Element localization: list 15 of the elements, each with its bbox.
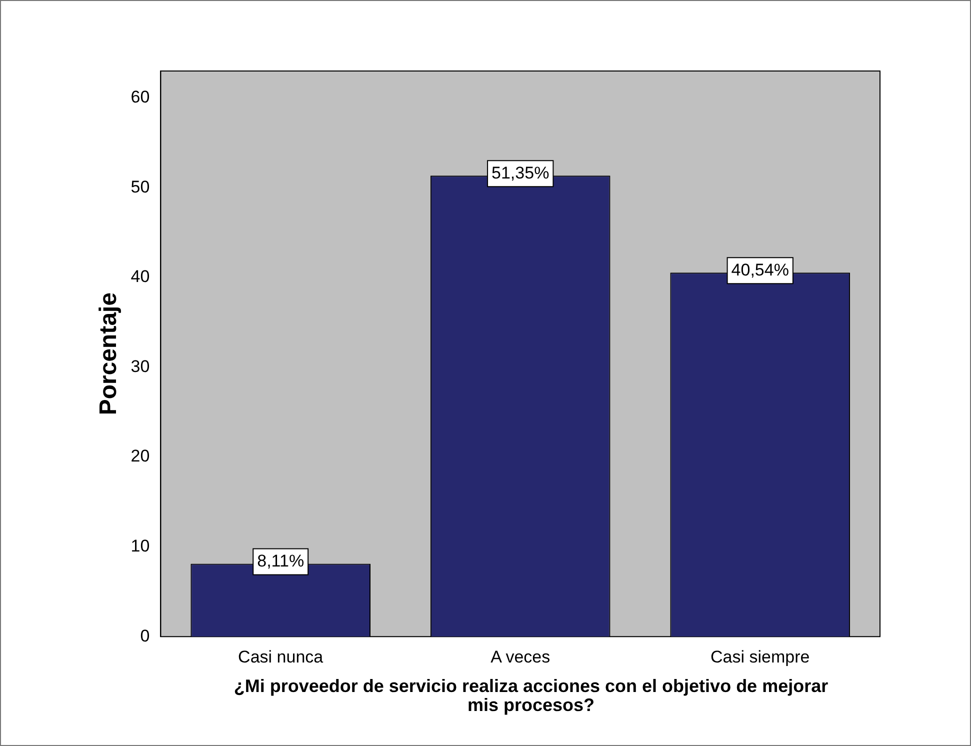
data-label: 51,35% — [492, 163, 550, 182]
y-tick-label: 60 — [130, 88, 150, 107]
x-tick-label: Casi nunca — [238, 647, 324, 666]
x-axis-title: ¿Mi proveedor de servicio realiza acciones con el objetivo de mejorar mis procesos? — [232, 676, 830, 715]
y-tick-label: 20 — [130, 446, 150, 466]
data-label: 8,11% — [257, 551, 304, 570]
x-tick-label: Casi siempre — [710, 647, 810, 666]
y-tick-label: 10 — [130, 536, 150, 556]
x-tick-label: A veces — [490, 647, 550, 666]
y-axis-title: Porcentaje — [95, 292, 122, 416]
data-label: 40,54% — [731, 260, 789, 280]
y-tick-label: 0 — [140, 626, 150, 646]
y-tick-label: 30 — [130, 356, 150, 376]
y-tick-label: 50 — [130, 177, 150, 196]
y-tick-label: 40 — [130, 267, 150, 286]
